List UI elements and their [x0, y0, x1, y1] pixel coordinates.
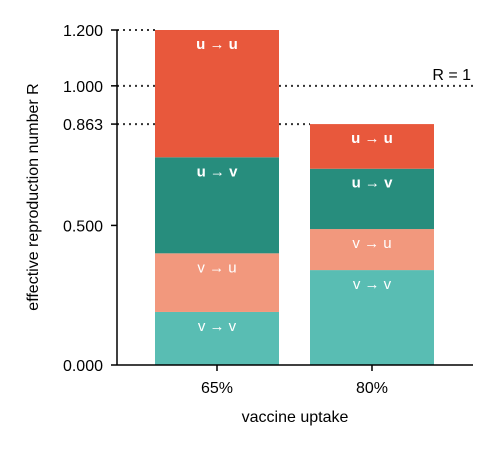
y-tick-label: 1.200	[63, 23, 103, 40]
bar-segment-65pct-1	[155, 253, 279, 312]
y-axis-title: effective reproduction number R	[25, 83, 42, 310]
segment-label: v → v	[198, 318, 237, 335]
segment-labels: v → v v → u u → v u → u v → v v → u u → v u → u	[196, 36, 393, 335]
bar-segment-80pct-1	[310, 229, 434, 271]
bar-segment-65pct-3	[155, 30, 279, 158]
x-tick-label: 65%	[201, 380, 233, 397]
bar-segment-80pct-3	[310, 124, 434, 169]
bar-segment-65pct-2	[155, 157, 279, 254]
y-tick-label: 1.000	[63, 79, 103, 96]
segment-label: u → u	[351, 130, 393, 147]
y-tick-label: 0.863	[63, 117, 103, 134]
y-tick-label: 0.500	[63, 218, 103, 235]
segment-label: v → v	[353, 276, 392, 293]
segment-label: v → u	[352, 235, 391, 252]
segment-label: u → v	[352, 175, 393, 192]
ticks: 0.000 0.500 0.863 1.000 1.200 65% 80%	[63, 23, 388, 397]
segment-label: u → u	[196, 36, 238, 53]
bars	[155, 30, 434, 365]
bar-segment-80pct-0	[310, 270, 434, 365]
y-tick-label: 0.000	[63, 358, 103, 375]
x-tick-label: 80%	[356, 380, 388, 397]
bar-segment-65pct-0	[155, 311, 279, 365]
reference-line-label: R = 1	[432, 67, 471, 84]
segment-label: v → u	[197, 259, 236, 276]
bar-segment-80pct-2	[310, 168, 434, 230]
segment-label: u → v	[197, 163, 238, 180]
x-axis-title: vaccine uptake	[242, 409, 349, 426]
